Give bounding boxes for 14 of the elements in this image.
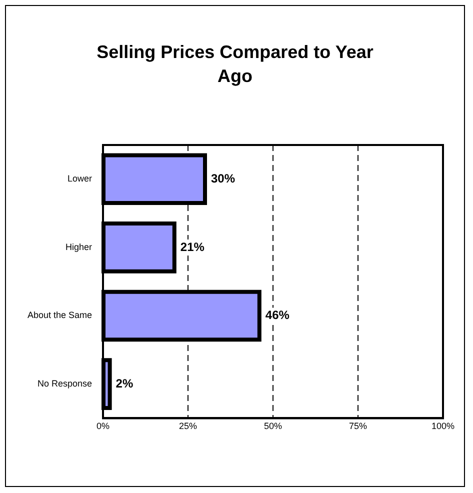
y-tick-label: Higher — [65, 242, 92, 252]
data-label: 2% — [116, 376, 134, 390]
data-label: 46% — [265, 308, 290, 322]
data-label: 30% — [211, 171, 236, 186]
y-tick-label: Lower — [67, 174, 92, 184]
x-tick-label: 0% — [96, 421, 110, 432]
x-tick-label: 100% — [431, 421, 455, 432]
chart-title: Selling Prices Compared to Year Ago — [96, 41, 374, 88]
x-tick-label: 50% — [264, 421, 282, 432]
data-label: 21% — [180, 240, 205, 254]
x-tick-label: 25% — [178, 421, 198, 432]
x-tick-label: 75% — [348, 421, 368, 432]
y-tick-label: About the Same — [27, 310, 92, 320]
y-tick-label: No Response — [37, 378, 92, 389]
